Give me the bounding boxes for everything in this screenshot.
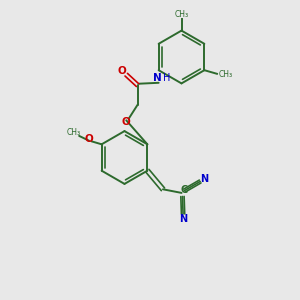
Text: O: O [118, 66, 127, 76]
Text: O: O [84, 134, 93, 144]
Text: N: N [179, 214, 187, 224]
Text: N: N [153, 73, 161, 83]
Text: CH₃: CH₃ [174, 10, 189, 19]
Text: O: O [122, 117, 130, 127]
Text: H: H [163, 73, 171, 83]
Text: N: N [200, 174, 208, 184]
Text: CH₃: CH₃ [218, 70, 233, 79]
Text: C: C [180, 185, 188, 195]
Text: CH₃: CH₃ [67, 128, 81, 137]
